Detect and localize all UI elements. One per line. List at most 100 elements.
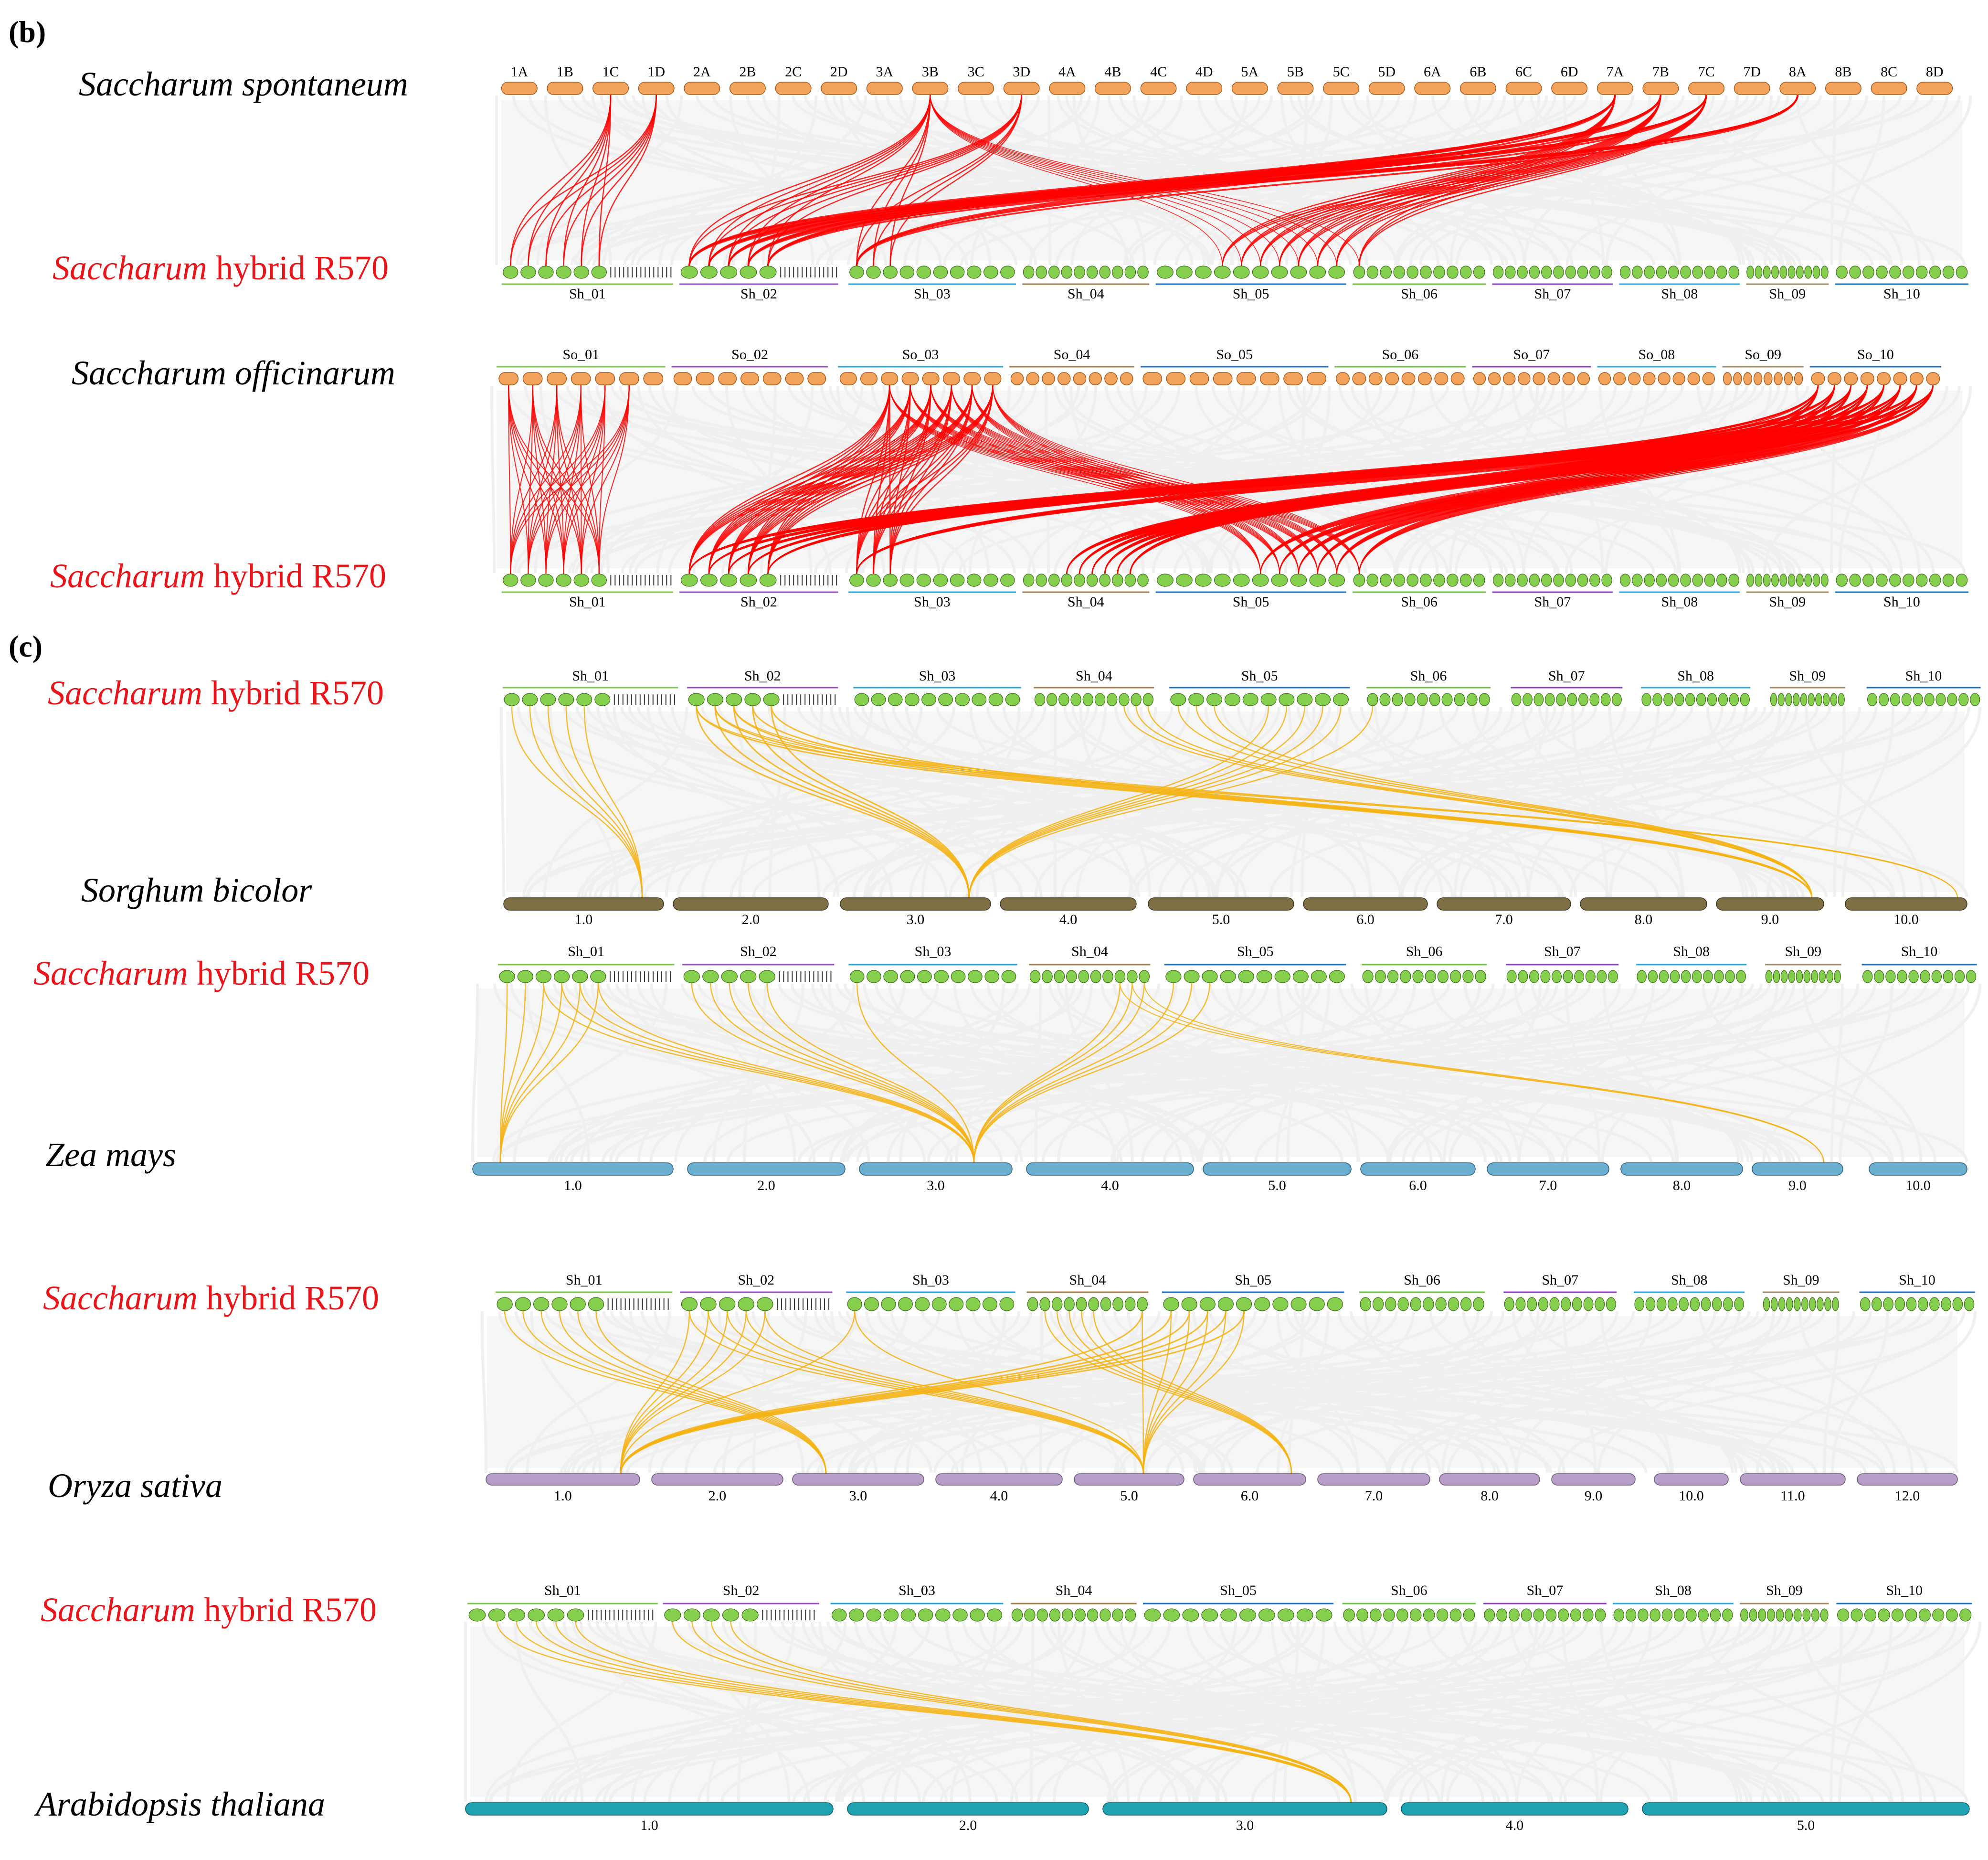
group-label: So_02: [731, 347, 768, 362]
chromosome: [1112, 574, 1123, 587]
chromosome: [1903, 266, 1914, 279]
chromosome: [1166, 372, 1186, 385]
chromosome: [1812, 266, 1820, 279]
collinear-gene-link: [532, 384, 582, 574]
group-label: Sh_08: [1673, 944, 1710, 959]
collinear-gene-link: [620, 1310, 690, 1474]
collinear-gene-link: [598, 94, 657, 266]
chromosome: [1372, 1297, 1384, 1311]
collinear-gene-link: [597, 982, 975, 1163]
collinear-gene-link: [1260, 384, 1934, 574]
collinear-gene-link: [745, 1310, 1144, 1474]
group-label: Sh_06: [1401, 594, 1438, 610]
collinear-gene-link: [580, 384, 600, 574]
species-name-sorghum: Sorghum bicolor: [81, 871, 312, 909]
chromosome: [860, 372, 878, 385]
chromosome: [1315, 693, 1331, 706]
collinear-gene-link: [499, 982, 508, 1163]
chromosome: [1582, 1608, 1594, 1622]
chromosome: [1796, 266, 1804, 279]
chromosome: [721, 970, 738, 983]
chromosome: [700, 266, 718, 279]
chromosome: [1473, 372, 1486, 385]
group-label: Sh_05: [1233, 594, 1269, 610]
chromosome: [1800, 693, 1808, 706]
collinear-gene-link: [930, 94, 1299, 266]
chromosome: [1595, 1608, 1606, 1622]
chromosome: [1380, 574, 1392, 587]
chromosome: [1387, 970, 1399, 983]
chromosome-label: 5D: [1378, 64, 1396, 80]
collinear-gene-link: [1240, 94, 1661, 266]
chromosome-label: 5C: [1333, 64, 1350, 80]
chromosome: [1515, 1297, 1526, 1311]
chromosome: [1450, 372, 1465, 385]
collinear-gene-link: [992, 384, 1261, 574]
chromosome: [1692, 266, 1703, 279]
chromosome: [702, 970, 719, 983]
chromosome: [488, 1608, 506, 1622]
group-label: So_08: [1639, 347, 1675, 362]
chromosome: [859, 1162, 1013, 1176]
chromosome-label: 2A: [693, 64, 711, 80]
chromosome: [1637, 970, 1647, 983]
chromosome: [1959, 1608, 1972, 1622]
chromosome: [1909, 372, 1924, 385]
chromosome: [1583, 1297, 1594, 1311]
r570-rest: hybrid R570: [195, 1591, 377, 1629]
chromosome-label: 6D: [1561, 64, 1578, 80]
chromosome: [1333, 693, 1349, 706]
chromosome: [1954, 970, 1965, 983]
collinear-gene-link: [620, 1310, 766, 1474]
chromosome: [465, 1802, 834, 1816]
r570-rest: hybrid R570: [202, 674, 384, 712]
collinear-gene-link: [688, 384, 911, 574]
chromosome: [744, 693, 761, 706]
chromosome: [1100, 1297, 1111, 1311]
chromosome: [1252, 574, 1269, 587]
chromosome: [503, 897, 664, 911]
collinear-gene-link: [575, 1621, 1352, 1803]
collinear-gene-link: [528, 94, 657, 266]
chromosome: [915, 1297, 930, 1311]
chromosome: [1511, 693, 1522, 706]
chromosome: [1090, 970, 1101, 983]
chromosome: [1704, 574, 1715, 587]
panel-label-c: (c): [9, 629, 42, 663]
collinear-gene-link: [577, 1310, 827, 1474]
chromosome: [522, 372, 543, 385]
r570-genus: Saccharum: [50, 557, 205, 595]
chromosome: [1142, 693, 1153, 706]
chromosome: [1401, 372, 1416, 385]
chromosome: [1070, 693, 1081, 706]
group-label: So_10: [1857, 347, 1894, 362]
chromosome: [1353, 574, 1365, 587]
chromosome: [1658, 372, 1671, 385]
chromosome: [1441, 693, 1453, 706]
chromosome: [1423, 1608, 1435, 1622]
chromosome: [1271, 574, 1288, 587]
chromosome-label: 7D: [1743, 64, 1761, 80]
chromosome: [1434, 372, 1449, 385]
collinear-gene-link: [547, 705, 643, 898]
collinear-gene-link: [556, 384, 600, 574]
chromosome: [570, 1297, 586, 1311]
chromosome: [1824, 1297, 1831, 1311]
chromosome: [972, 693, 987, 706]
chromosome: [1066, 970, 1077, 983]
chromosome: [729, 82, 766, 95]
chromosome: [1311, 970, 1327, 983]
chromosome: [1206, 693, 1223, 706]
chromosome-label: 2B: [739, 64, 756, 80]
chromosome: [1716, 266, 1727, 279]
chromosome-label: 7.0: [1495, 912, 1513, 927]
chromosome: [1668, 574, 1679, 587]
chromosome: [1026, 1162, 1194, 1176]
chromosome: [1137, 266, 1149, 279]
chromosome-label: 5.0: [1268, 1178, 1286, 1193]
chromosome: [472, 1162, 674, 1176]
chromosome: [1283, 372, 1303, 385]
collinear-gene-link: [730, 1621, 1352, 1803]
chromosome: [1817, 1297, 1824, 1311]
